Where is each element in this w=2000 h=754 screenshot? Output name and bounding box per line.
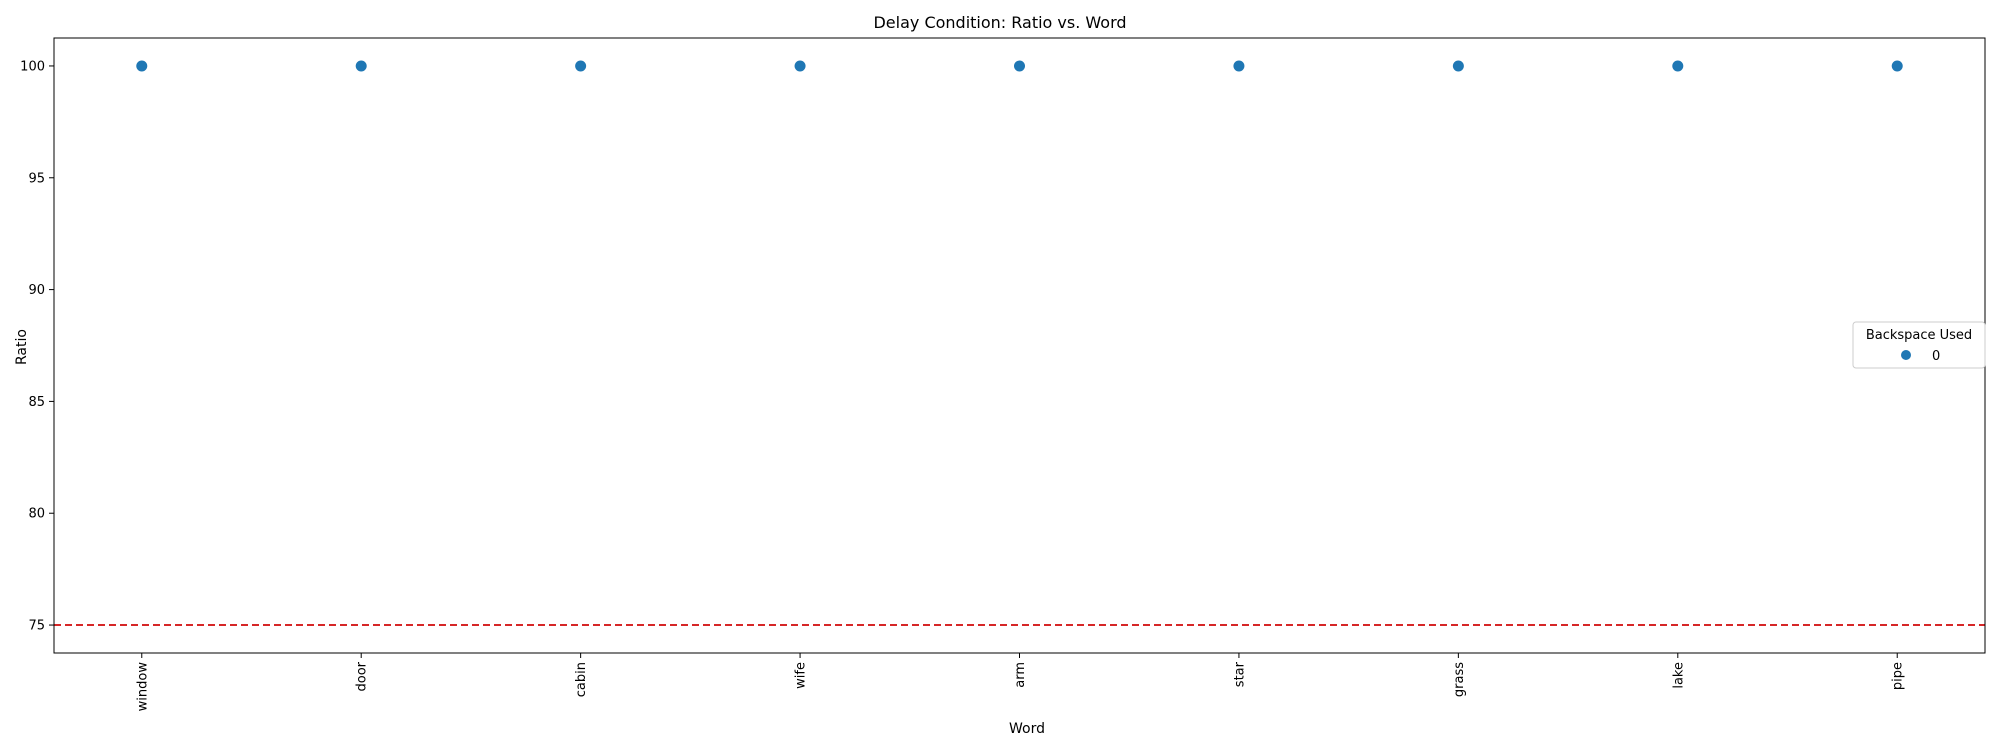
x-tick-label: star xyxy=(1232,661,1247,687)
chart-title: Delay Condition: Ratio vs. Word xyxy=(873,13,1126,32)
x-tick-label: cabin xyxy=(574,662,589,697)
x-axis-label: Word xyxy=(1009,721,1045,737)
legend-marker xyxy=(1901,350,1911,360)
data-point xyxy=(1452,60,1464,72)
legend-entry-label: 0 xyxy=(1932,349,1940,364)
y-tick-label: 75 xyxy=(28,619,45,634)
x-tick-label: door xyxy=(355,661,370,691)
data-point xyxy=(1233,60,1245,72)
data-point xyxy=(355,60,367,72)
x-tick-label: grass xyxy=(1452,662,1467,697)
plot-frame xyxy=(53,37,1986,654)
data-point xyxy=(575,60,587,72)
x-tick-label: pipe xyxy=(1891,662,1906,690)
x-tick-label: lake xyxy=(1671,662,1686,689)
legend-frame xyxy=(1852,321,1986,369)
x-tick-label: window xyxy=(135,662,150,712)
data-point xyxy=(1891,60,1903,72)
y-tick-label: 95 xyxy=(28,171,45,186)
legend: Backspace Used 0 xyxy=(1852,321,1986,369)
plot-layer xyxy=(54,60,1985,627)
legend-title: Backspace Used xyxy=(1866,328,1972,343)
y-tick-label: 90 xyxy=(28,283,45,298)
data-point xyxy=(136,60,148,72)
x-tick-label: wife xyxy=(794,662,809,689)
data-point xyxy=(794,60,806,72)
x-tick-label: arm xyxy=(1013,662,1028,688)
data-point xyxy=(1014,60,1025,72)
y-tick-label: 80 xyxy=(28,507,45,522)
data-point xyxy=(1672,60,1684,72)
y-axis-label: Ratio xyxy=(14,329,30,365)
y-tick-label: 100 xyxy=(20,59,45,74)
y-tick-label: 85 xyxy=(28,395,45,410)
axes-layer: 75 80 85 90 95 100 window door cabin wife arm star g… xyxy=(20,37,1986,712)
